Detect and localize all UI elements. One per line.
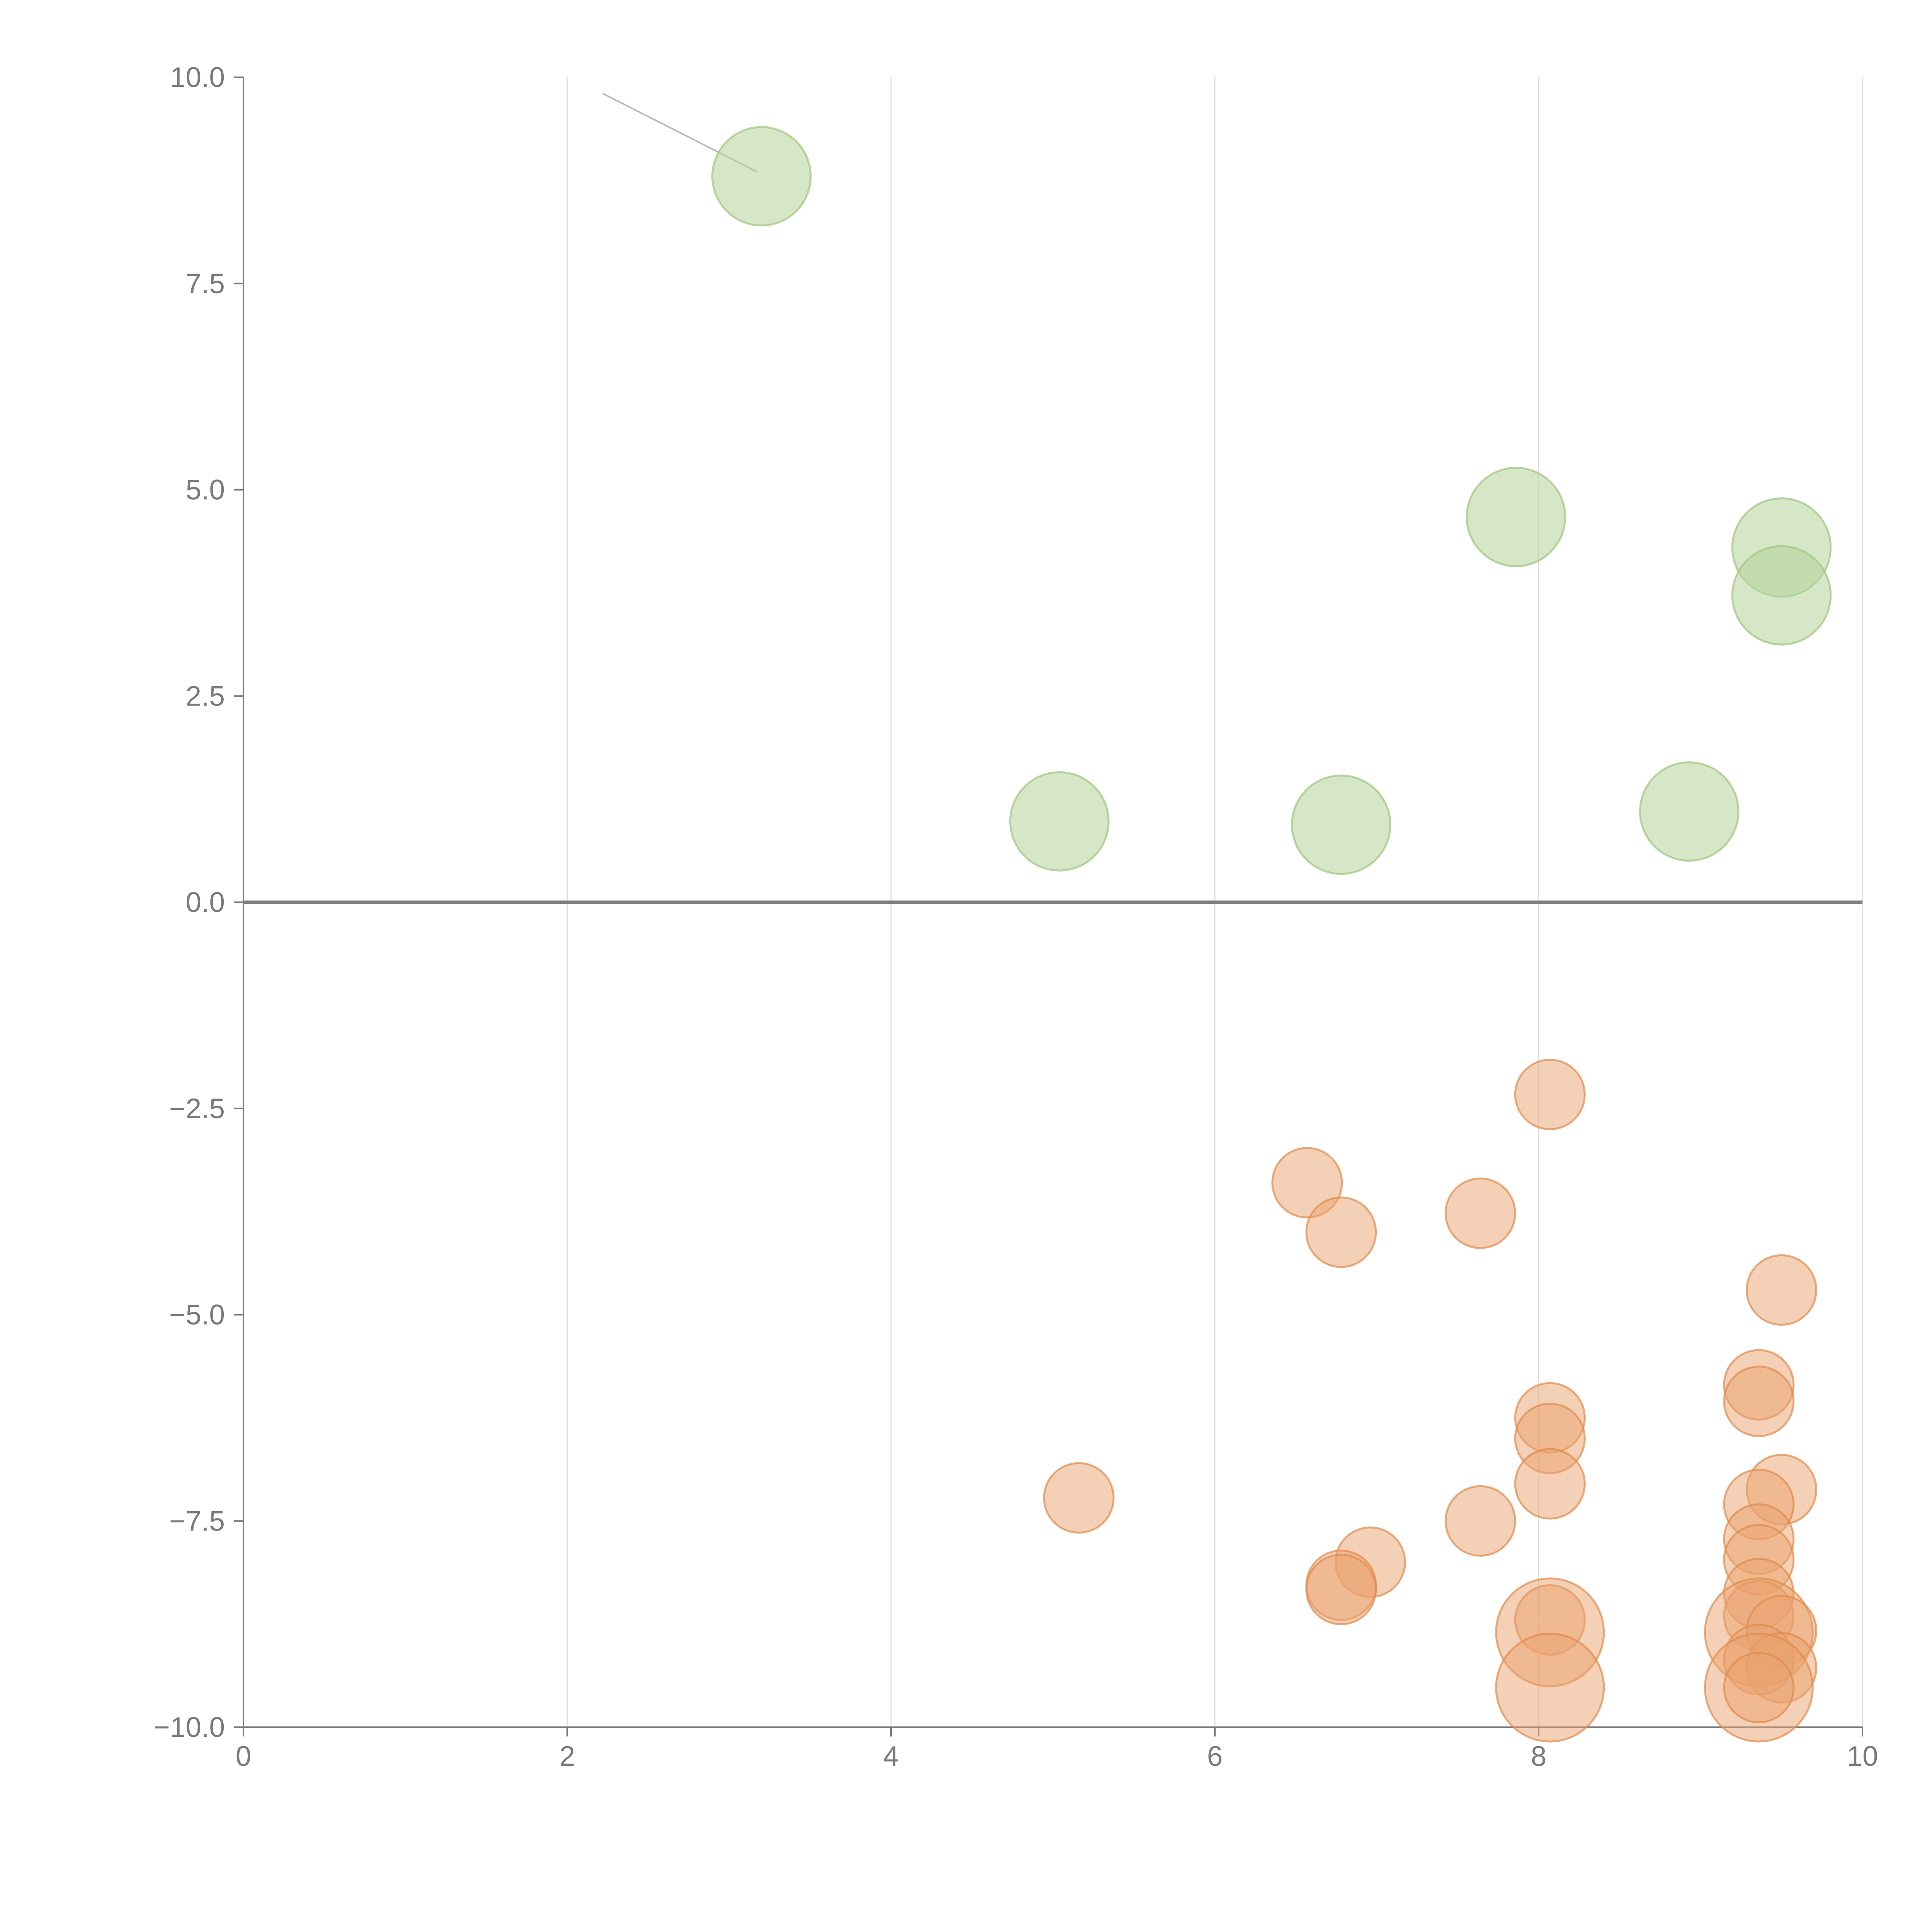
- negative-point: [1444, 1177, 1516, 1249]
- y-tick-label: 10.0: [170, 62, 225, 93]
- x-tick-label: 2: [560, 1741, 575, 1772]
- x-tick-label: 10: [1847, 1741, 1878, 1772]
- y-tick-label: −5.0: [169, 1299, 225, 1331]
- y-tick-label: 0.0: [186, 887, 225, 918]
- y-tick-label: 2.5: [186, 680, 225, 712]
- negative-point: [1746, 1254, 1817, 1326]
- x-tick-label: 4: [883, 1741, 899, 1772]
- x-tick-label: 0: [236, 1741, 252, 1772]
- y-tick-label: −7.5: [169, 1505, 225, 1537]
- negative-point: [1043, 1462, 1115, 1534]
- negative-point: [1495, 1633, 1605, 1743]
- positive-point: [1731, 545, 1832, 646]
- positive-point: [1009, 771, 1110, 872]
- positive-point: [1466, 467, 1566, 567]
- x-tick-label: 8: [1531, 1741, 1547, 1772]
- y-tick-label: −2.5: [169, 1093, 225, 1124]
- y-tick-label: 5.0: [186, 474, 225, 506]
- x-tick-label: 6: [1207, 1741, 1223, 1772]
- negative-point: [1514, 1448, 1586, 1520]
- negative-point: [1271, 1147, 1343, 1219]
- negative-point: [1723, 1366, 1795, 1437]
- y-tick-label: 7.5: [186, 268, 225, 299]
- positive-point: [1639, 761, 1740, 862]
- negative-point: [1305, 1196, 1377, 1268]
- negative-point: [1723, 1652, 1795, 1724]
- data-points: [711, 126, 1832, 1743]
- y-tick-label: −10.0: [153, 1712, 225, 1743]
- negative-point: [1514, 1058, 1586, 1130]
- positive-point: [711, 126, 812, 226]
- positive-point: [1291, 774, 1391, 875]
- label-leaders: [602, 93, 1778, 1687]
- axes: 0 2 4 6 8 10 10.0 7.5 5.0 2.5 0.0 −2.5 −5.0 −7.5 −10.0: [153, 62, 1878, 1772]
- negative-point: [1305, 1553, 1377, 1625]
- negative-point: [1444, 1485, 1516, 1557]
